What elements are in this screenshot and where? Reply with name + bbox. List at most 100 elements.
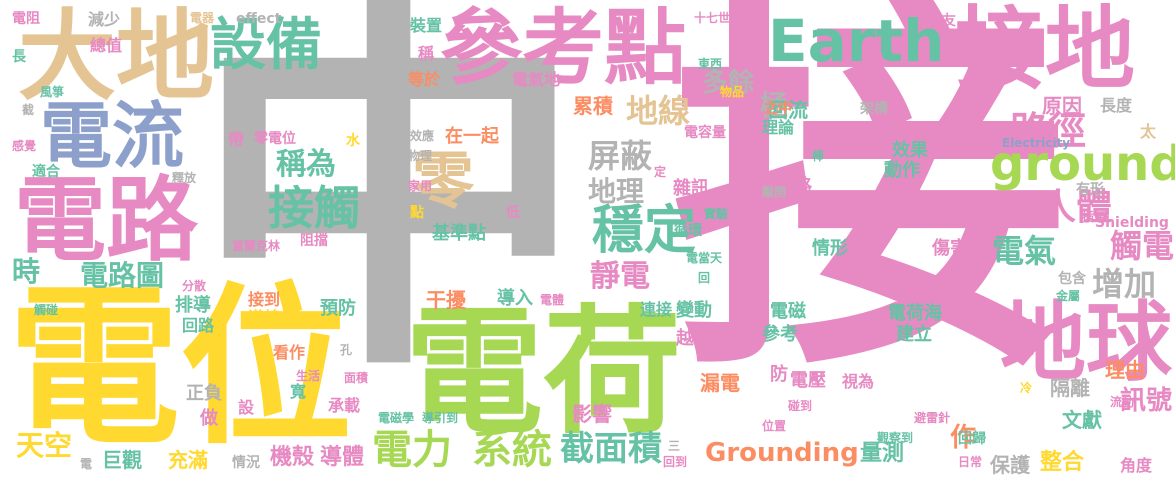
word-shihe: 適合 xyxy=(32,164,60,180)
word-ground: ground xyxy=(990,136,1175,192)
word-bang: 棒 xyxy=(812,149,825,163)
word-lianjie: 連接 xyxy=(640,300,673,319)
word-dianlu: 電路 xyxy=(14,167,199,274)
word-qingxing: 情形 xyxy=(812,238,848,259)
word-huigui: 回歸 xyxy=(958,431,986,447)
word-shiyan: 實驗 xyxy=(704,207,729,221)
word-huiliu: 回流 xyxy=(768,98,808,122)
word-daoti: 導體 xyxy=(320,445,365,470)
word-zongzhi: 總值 xyxy=(90,36,123,55)
word-jizhundian: 基準點 xyxy=(432,223,486,244)
word-dian2: 電 xyxy=(80,457,93,471)
word-tiankong: 天空 xyxy=(16,429,73,462)
word-jike: 機殼 xyxy=(270,445,315,470)
word-hui: 回 xyxy=(698,271,711,285)
word-jiedi: 接地 xyxy=(955,0,1135,102)
word-daoxian: 導線 xyxy=(248,308,281,327)
word-fensan: 分散 xyxy=(182,279,207,293)
word-jiaodu: 角度 xyxy=(1120,456,1153,475)
word-di: 低 xyxy=(506,205,520,221)
word-kanzuo: 看作 xyxy=(273,343,306,362)
word-chang: 長 xyxy=(12,49,26,65)
word-wenxian: 文獻 xyxy=(1062,408,1102,432)
word-cankao: 參考 xyxy=(762,324,798,345)
word-dianrongliang: 電容量 xyxy=(684,125,726,141)
word-jiechu: 接觸 xyxy=(268,181,360,235)
word-zhizhong: 之中 xyxy=(764,101,792,117)
word-xitong: 系統 xyxy=(472,427,552,473)
word-qingkuang: 情況 xyxy=(232,455,260,471)
word-tai: 太 xyxy=(1140,122,1157,141)
word-huidao: 回到 xyxy=(663,455,688,469)
word-dadi: 大地 xyxy=(18,0,215,114)
word-zhuangzhi: 裝置 xyxy=(410,16,443,35)
word-loudian: 漏電 xyxy=(700,371,740,395)
word-dianhe: 電荷 xyxy=(405,292,682,453)
word-jiagou: 架構 xyxy=(860,101,888,117)
word-ji: 極 xyxy=(760,89,789,122)
word-huilu: 回路 xyxy=(182,316,215,335)
word-zaiyiqi: 在一起 xyxy=(445,126,499,147)
word-effect: effect xyxy=(236,11,282,27)
word-dianwei: 電位 xyxy=(8,267,352,468)
word-chupeng: 觸碰 xyxy=(34,303,59,317)
word-dai: 帶 xyxy=(228,130,245,149)
word-jiedao: 接到 xyxy=(248,290,281,309)
word-diqiu: 地球 xyxy=(1000,293,1172,393)
word-daoru: 導入 xyxy=(497,288,533,309)
word-dianya: 電壓 xyxy=(790,370,826,391)
word-dengyu: 等於 xyxy=(408,70,441,89)
word-zhong: 中 xyxy=(192,0,587,419)
word-yufang: 預防 xyxy=(320,298,356,319)
word-shenghuo: 生活 xyxy=(296,369,321,383)
word-kong: 孔 xyxy=(340,343,353,357)
word-paidao: 排導 xyxy=(175,295,211,316)
word-ling: 零 xyxy=(412,144,475,217)
word-jianli: 建立 xyxy=(896,324,932,345)
word-zuo2: 做 xyxy=(200,408,218,429)
word-duoyu: 多餘 xyxy=(702,68,755,98)
word-dianqi: 電氣 xyxy=(992,232,1057,270)
word-shifang: 釋放 xyxy=(172,171,197,185)
word-shi: 時 xyxy=(12,255,41,288)
word-fulankelin: 富蘭克林 xyxy=(232,239,281,253)
word-baohu: 保護 xyxy=(990,453,1030,477)
word-earth: Earth xyxy=(768,7,945,75)
word-shielding: Shielding xyxy=(1095,215,1169,231)
word-leiji: 累積 xyxy=(573,94,613,118)
word-jie: 接 xyxy=(672,0,1067,419)
word-ganjue: 感覺 xyxy=(12,139,37,153)
word-dianliu: 電流 xyxy=(40,94,185,178)
word-wuli: 物理 xyxy=(408,149,433,163)
word-zengjia: 增加 xyxy=(1092,265,1157,303)
word-mianji: 面積 xyxy=(344,371,369,385)
word-guanchadao: 觀察到 xyxy=(877,431,914,445)
word-dongxi: 東西 xyxy=(698,57,723,71)
word-dongzuo: 動作 xyxy=(884,160,920,181)
word-weizhi: 位置 xyxy=(762,419,787,433)
word-youxing: 有形 xyxy=(1076,182,1104,198)
word-zaxun: 雜訊 xyxy=(673,178,709,199)
word-she: 設 xyxy=(238,398,255,417)
word-dianci: 電磁 xyxy=(770,301,806,322)
word-fang: 防 xyxy=(770,364,788,385)
word-wupin: 物品 xyxy=(720,85,745,99)
word-zudang: 阻擋 xyxy=(300,233,328,249)
word-shui: 水 xyxy=(346,133,360,149)
word-diancixue: 電磁學 xyxy=(378,411,415,425)
word-shebei: 設備 xyxy=(210,13,322,78)
word-dianqidi: 電氣地 xyxy=(512,70,561,89)
word-dianlutu: 電路圖 xyxy=(80,259,165,292)
word-pengdao: 碰到 xyxy=(788,399,813,413)
word-jingdian: 靜電 xyxy=(590,259,650,294)
word-changdu: 長度 xyxy=(1100,96,1133,115)
word-bileizhen: 避雷針 xyxy=(914,411,951,425)
word-ding: 定 xyxy=(654,165,667,179)
word-liyou: 理由 xyxy=(1105,358,1145,382)
word-shanghai: 傷害 xyxy=(932,238,968,259)
word-dianzu: 電阻 xyxy=(12,11,40,27)
word-lingdianwei: 零電位 xyxy=(254,131,296,147)
word-dianli: 電力 xyxy=(372,427,452,473)
word-diandangtian: 電當天 xyxy=(686,251,723,265)
word-liudong: 流動 xyxy=(1110,395,1135,409)
